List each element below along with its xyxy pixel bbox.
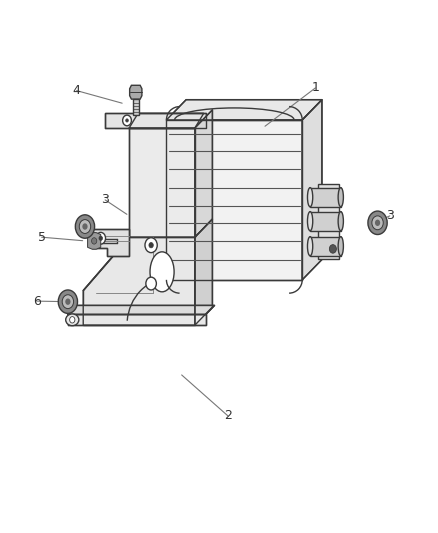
Text: 6: 6 (33, 295, 41, 308)
Circle shape (123, 115, 131, 126)
Text: 2: 2 (224, 409, 232, 422)
Circle shape (99, 236, 102, 240)
Polygon shape (195, 219, 212, 325)
Circle shape (149, 243, 153, 248)
Polygon shape (129, 128, 195, 237)
Circle shape (58, 290, 78, 313)
Polygon shape (133, 99, 139, 115)
Polygon shape (130, 85, 142, 99)
Circle shape (368, 211, 387, 235)
Ellipse shape (307, 237, 313, 256)
Polygon shape (166, 120, 302, 280)
Circle shape (82, 223, 88, 230)
Ellipse shape (338, 237, 343, 256)
Polygon shape (68, 305, 215, 314)
Polygon shape (129, 114, 204, 128)
Circle shape (70, 317, 75, 323)
Text: 4: 4 (73, 84, 81, 97)
Ellipse shape (150, 252, 174, 292)
Polygon shape (302, 100, 322, 280)
Circle shape (65, 298, 71, 305)
Polygon shape (68, 314, 206, 325)
Ellipse shape (307, 212, 313, 231)
Circle shape (126, 119, 128, 122)
Ellipse shape (307, 188, 313, 207)
Circle shape (329, 245, 336, 253)
Polygon shape (88, 232, 101, 249)
Text: 3: 3 (386, 209, 394, 222)
Circle shape (96, 232, 106, 244)
Polygon shape (166, 100, 322, 120)
Circle shape (372, 216, 383, 230)
Polygon shape (310, 237, 341, 256)
Circle shape (79, 220, 91, 233)
Polygon shape (318, 184, 339, 259)
Circle shape (145, 238, 157, 253)
Text: 5: 5 (38, 231, 46, 244)
Ellipse shape (66, 314, 79, 326)
Text: 1: 1 (311, 82, 319, 94)
Ellipse shape (338, 188, 343, 207)
Circle shape (146, 277, 156, 290)
Polygon shape (83, 237, 195, 325)
Circle shape (375, 220, 380, 226)
Polygon shape (105, 113, 206, 128)
Circle shape (62, 295, 74, 309)
Polygon shape (195, 110, 212, 237)
Polygon shape (310, 188, 341, 207)
Text: 3: 3 (101, 193, 109, 206)
Ellipse shape (338, 212, 343, 231)
Polygon shape (310, 212, 341, 231)
Circle shape (75, 215, 95, 238)
Circle shape (92, 238, 97, 244)
Polygon shape (92, 229, 129, 256)
